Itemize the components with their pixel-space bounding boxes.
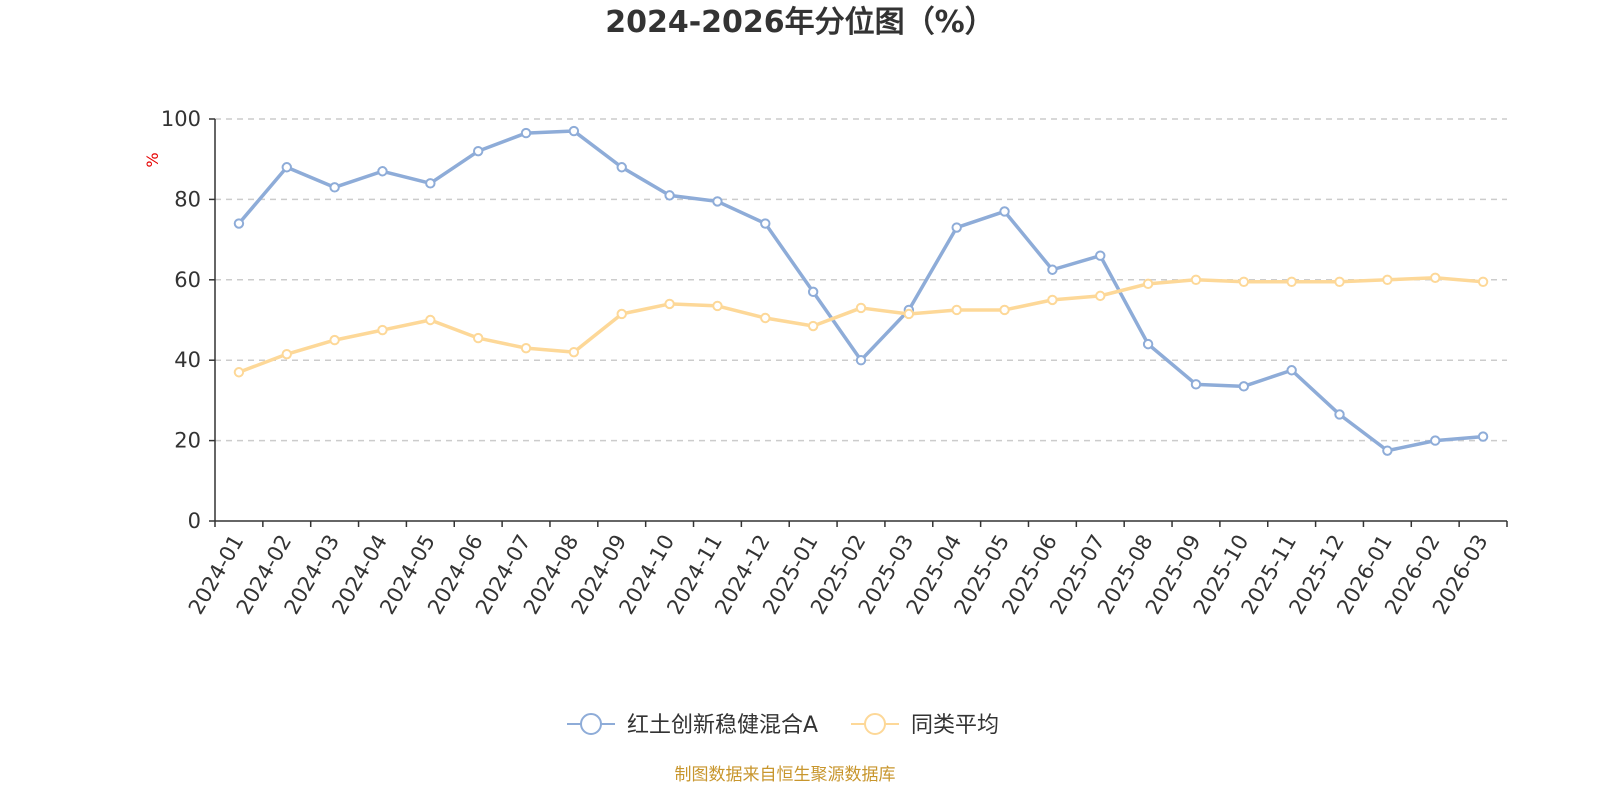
y-tick-label-5: 100	[161, 107, 201, 131]
series-0-point-11[interactable]	[760, 218, 771, 229]
series-0-point-3[interactable]	[377, 166, 388, 177]
series-1-point-20[interactable]	[1190, 274, 1202, 285]
series-1-point-24[interactable]	[1382, 274, 1393, 285]
chart-title: 2024-2026年分位图（%）	[605, 5, 995, 40]
series-0-point-13[interactable]	[855, 355, 867, 366]
series-0-point-7[interactable]	[568, 125, 580, 137]
y-tick-label-4: 80	[174, 187, 201, 211]
y-tick-label-3: 60	[174, 268, 201, 292]
y-tick-label-2: 40	[174, 348, 201, 372]
series-1-point-26[interactable]	[1477, 276, 1489, 288]
series-0-point-0[interactable]	[233, 218, 245, 229]
series-1-point-8[interactable]	[616, 308, 627, 320]
series-0-point-8[interactable]	[616, 162, 627, 173]
series-0-point-12[interactable]	[807, 286, 819, 298]
legend-item-0[interactable]: 红土创新稳健混合A	[567, 713, 818, 738]
y-tick-label-0: 0	[188, 509, 201, 533]
series-1-point-17[interactable]	[1047, 294, 1058, 306]
series-1-point-19[interactable]	[1142, 278, 1154, 290]
x-axis-ticks: 2024-012024-022024-032024-042024-052024-…	[184, 521, 1508, 618]
series-1-point-5[interactable]	[472, 332, 484, 344]
y-axis-ticks: 0 20 40 60 80 100	[161, 107, 215, 533]
series-1-point-7[interactable]	[568, 346, 580, 358]
series-0-point-19[interactable]	[1142, 338, 1154, 350]
series-0-point-6[interactable]	[520, 127, 532, 139]
series-1-point-3[interactable]	[377, 324, 388, 336]
series-1-point-9[interactable]	[664, 298, 675, 310]
legend-item-1[interactable]: 同类平均	[851, 713, 999, 738]
series-0-point-1[interactable]	[281, 162, 292, 173]
series-0-point-26[interactable]	[1477, 431, 1489, 442]
series-0-point-18[interactable]	[1095, 250, 1106, 261]
series-0-point-17[interactable]	[1047, 264, 1058, 275]
legend-0-label: 红土创新稳健混合A	[627, 713, 818, 738]
series-0-point-22[interactable]	[1286, 365, 1297, 376]
series-1-point-16[interactable]	[999, 304, 1010, 316]
series-1-point-12[interactable]	[807, 320, 819, 332]
series-0-point-4[interactable]	[425, 178, 436, 189]
series-0-point-10[interactable]	[712, 196, 723, 207]
series-1-point-10[interactable]	[712, 300, 723, 312]
series-1-point-0[interactable]	[233, 367, 245, 378]
legend-0-marker-icon	[580, 713, 602, 735]
series-0-point-16[interactable]	[999, 206, 1010, 217]
series-0-point-15[interactable]	[951, 222, 962, 233]
series-1-point-23[interactable]	[1334, 276, 1345, 288]
series-lines	[233, 125, 1489, 456]
y-axis-unit-label: %	[143, 152, 162, 167]
series-1-point-18[interactable]	[1095, 290, 1106, 302]
series-1-point-25[interactable]	[1430, 272, 1441, 283]
legend-1-marker-icon	[864, 713, 886, 735]
legend: 红土创新稳健混合A 同类平均	[567, 713, 999, 738]
series-1-point-22[interactable]	[1286, 276, 1297, 288]
series-0-point-23[interactable]	[1334, 409, 1345, 420]
series-0-point-25[interactable]	[1430, 435, 1441, 446]
series-1-point-14[interactable]	[903, 308, 915, 320]
series-0-point-20[interactable]	[1190, 379, 1202, 390]
series-1-point-4[interactable]	[425, 314, 436, 326]
data-source-note: 制图数据来自恒生聚源数据库	[675, 765, 896, 785]
series-1-point-1[interactable]	[281, 348, 292, 360]
series-1-point-11[interactable]	[760, 312, 771, 324]
series-1-point-21[interactable]	[1238, 276, 1250, 288]
legend-1-label: 同类平均	[911, 713, 999, 738]
series-1-point-15[interactable]	[951, 304, 962, 316]
series-0-point-2[interactable]	[329, 182, 340, 193]
series-0-line	[237, 129, 1485, 453]
y-tick-label-1: 20	[174, 429, 201, 453]
series-1-point-2[interactable]	[329, 334, 340, 346]
series-0-point-5[interactable]	[472, 145, 484, 157]
axes	[214, 119, 1507, 522]
series-0-point-24[interactable]	[1382, 445, 1393, 456]
series-1-point-6[interactable]	[520, 342, 532, 354]
series-1-point-13[interactable]	[855, 302, 867, 314]
series-0-point-9[interactable]	[664, 190, 675, 201]
series-0-point-21[interactable]	[1238, 381, 1250, 392]
